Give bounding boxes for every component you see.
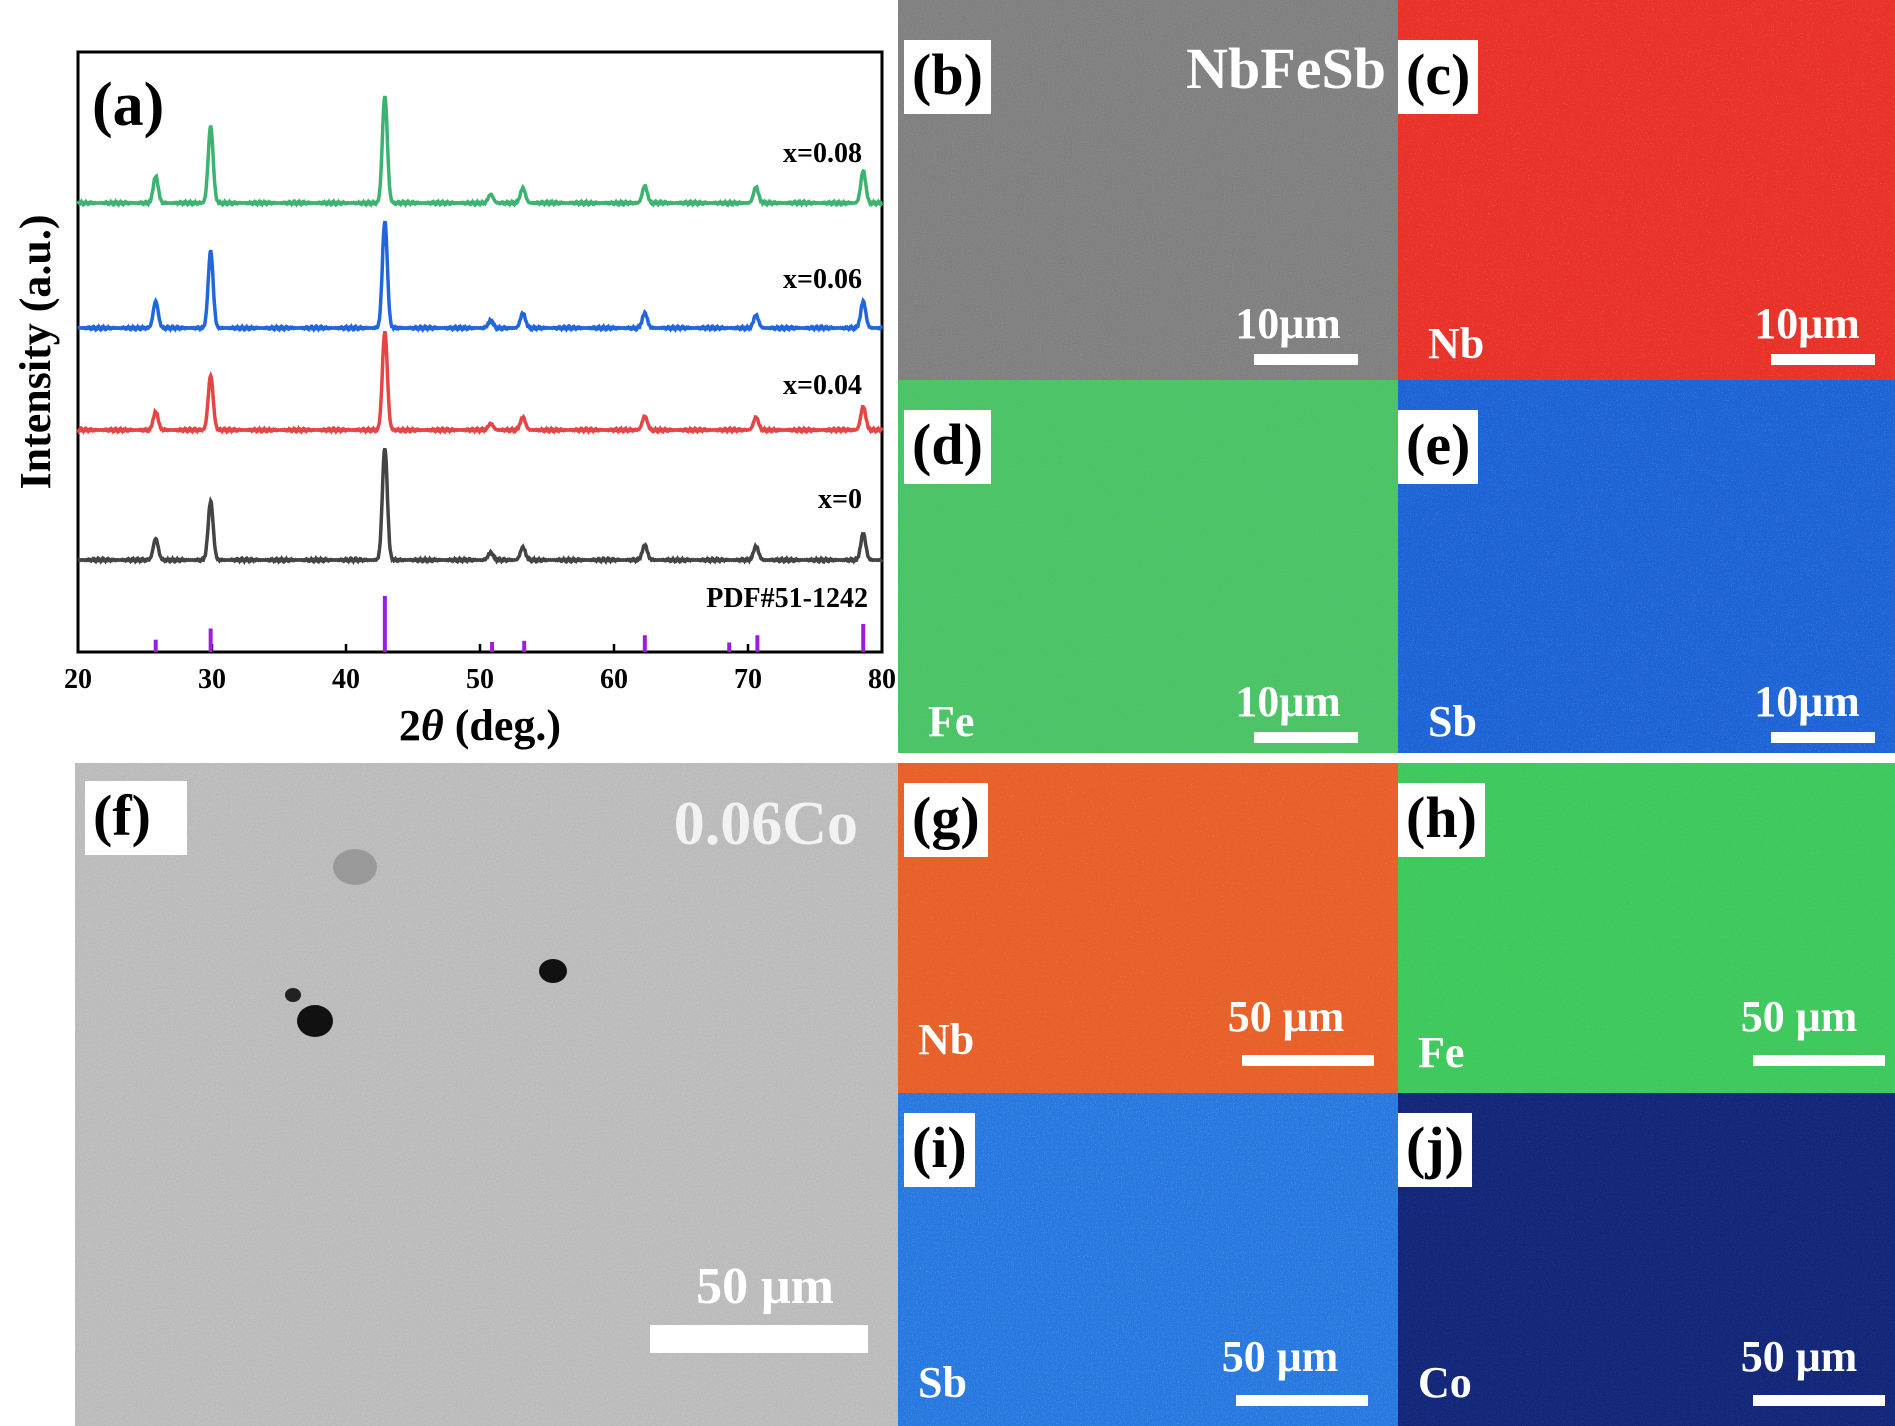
scale-label-d: 10μm <box>1235 677 1341 726</box>
scale-bar-b <box>1254 354 1358 365</box>
panel-label-b: (b) <box>904 40 991 114</box>
x-tick-label: 20 <box>64 664 92 695</box>
scale-bar-f <box>650 1325 868 1353</box>
reference-lines <box>153 596 866 652</box>
scale-label-j: 50 μm <box>1740 1332 1858 1381</box>
x-axis-label: 2θ (deg.) <box>399 701 561 750</box>
pore <box>285 988 301 1002</box>
scale-bar-c <box>1771 354 1875 365</box>
panel-title-b: NbFeSb <box>1186 36 1386 101</box>
pore <box>539 959 567 983</box>
scale-bar-j <box>1753 1395 1885 1406</box>
panel-label-f: (f) <box>85 781 187 855</box>
eds-map-nb-g: (g) Nb 50 μm <box>898 763 1398 1093</box>
eds-texture-i <box>898 1093 1398 1426</box>
panel-label-j: (j) <box>1398 1113 1472 1187</box>
scale-label-c: 10μm <box>1754 299 1860 348</box>
panel-label-i: (i) <box>904 1113 975 1187</box>
x-tick-label: 40 <box>332 664 360 695</box>
x-axis-label-suffix: (deg.) <box>444 701 561 750</box>
eds-texture-j <box>1398 1093 1895 1426</box>
eds-texture-e <box>1398 380 1895 753</box>
eds-map-nb-c: (c) Nb 10μm <box>1398 0 1895 380</box>
chart-panel-label: (a) <box>92 71 164 139</box>
series-label: x=0.06 <box>783 264 862 295</box>
scale-bar-d <box>1254 732 1358 743</box>
x-axis-label-prefix: 2 <box>399 701 421 750</box>
scale-label-e: 10μm <box>1754 677 1860 726</box>
series-line <box>77 220 884 334</box>
panel-label-c: (c) <box>1398 40 1479 114</box>
x-tick-label: 60 <box>600 664 628 695</box>
sem-panel-006co: (f) 0.06Co 50 μm <box>75 763 898 1426</box>
y-axis-label: Intensity (a.u.) <box>11 214 60 489</box>
xrd-chart-panel: (a) Intensity (a.u.) 2θ (deg.) 20 30 40 50 6… <box>0 0 900 760</box>
element-label-h: Fe <box>1418 1028 1465 1077</box>
sem-panel-nbfesb: (b) NbFeSb 10μm <box>898 0 1398 380</box>
scale-label-g: 50 μm <box>1227 992 1345 1041</box>
eds-map-fe-d: (d) Fe 10μm <box>898 380 1398 753</box>
element-label-g: Nb <box>918 1015 975 1064</box>
panel-label-h: (h) <box>1398 783 1485 857</box>
eds-texture-c <box>1398 0 1895 380</box>
element-label-d: Fe <box>928 697 975 746</box>
series-label: x=0.08 <box>783 138 862 169</box>
x-tick-label: 80 <box>868 664 896 695</box>
scale-bar-g <box>1242 1055 1374 1066</box>
xrd-chart: (a) Intensity (a.u.) 2θ (deg.) 20 30 40 50 6… <box>11 50 896 750</box>
panel-title-f: 0.06Co <box>673 790 858 858</box>
eds-map-sb-e: (e) Sb 10μm <box>1398 380 1895 753</box>
panel-label-d: (d) <box>904 410 991 484</box>
scale-bar-h <box>1753 1055 1885 1066</box>
eds-map-co-j: (j) Co 50 μm <box>1398 1093 1895 1426</box>
eds-map-sb-i: (i) Sb 50 μm <box>898 1093 1398 1426</box>
grain <box>333 849 377 885</box>
scale-label-b: 10μm <box>1235 299 1341 348</box>
scale-label-i: 50 μm <box>1221 1332 1339 1381</box>
series-label: x=0 <box>818 484 862 515</box>
sem-texture-f <box>75 763 898 1426</box>
element-label-i: Sb <box>918 1358 967 1407</box>
panel-label-e: (e) <box>1398 410 1479 484</box>
reference-label: PDF#51-1242 <box>706 583 868 614</box>
series-line <box>76 95 884 209</box>
pore <box>297 1005 333 1037</box>
x-tick-label: 30 <box>198 664 226 695</box>
scale-label-h: 50 μm <box>1740 992 1858 1041</box>
x-tick-label: 70 <box>734 664 762 695</box>
series-label: x=0.04 <box>783 370 862 401</box>
x-axis-ticks: 20 30 40 50 60 70 80 <box>64 644 896 695</box>
element-label-c: Nb <box>1428 319 1485 368</box>
scale-bar-i <box>1236 1395 1368 1406</box>
panel-label-g: (g) <box>904 783 988 857</box>
series-line <box>76 331 884 436</box>
x-tick-label: 50 <box>466 664 494 695</box>
eds-map-fe-h: (h) Fe 50 μm <box>1398 763 1895 1093</box>
element-label-e: Sb <box>1428 697 1477 746</box>
scale-label-f: 50 μm <box>696 1258 834 1315</box>
series-line <box>77 447 884 566</box>
element-label-j: Co <box>1418 1358 1472 1407</box>
scale-bar-e <box>1771 732 1875 743</box>
xrd-series-group: x=0.08 x=0.06 x=0.04 x=0 <box>76 95 884 566</box>
x-axis-label-theta: θ <box>421 701 444 750</box>
